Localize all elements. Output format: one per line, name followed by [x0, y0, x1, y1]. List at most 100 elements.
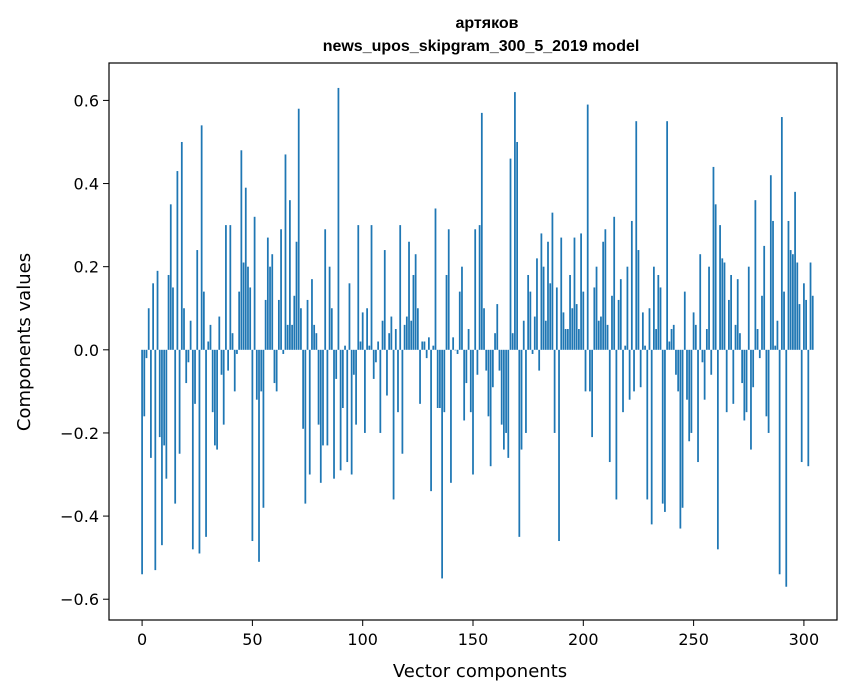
bar [445, 274, 448, 350]
bar [408, 241, 410, 350]
bar [716, 349, 719, 550]
bar [769, 175, 772, 350]
bar [441, 349, 443, 579]
bar [747, 266, 750, 350]
bar [516, 141, 518, 350]
bar [269, 266, 271, 350]
bar [745, 349, 748, 413]
bar [236, 349, 238, 354]
bar [668, 341, 671, 350]
bar [458, 291, 461, 350]
bar [436, 349, 439, 408]
bar [511, 333, 514, 350]
bar [313, 324, 316, 350]
bar [736, 279, 739, 350]
bar [721, 258, 724, 350]
bar [176, 171, 179, 350]
bar [527, 274, 530, 350]
bar [295, 241, 298, 350]
bar [416, 308, 419, 350]
bar [752, 349, 755, 388]
bar [560, 237, 563, 350]
bar [705, 329, 708, 350]
bar [710, 349, 713, 375]
bar [688, 349, 691, 442]
bar [514, 92, 516, 350]
bar [547, 241, 549, 350]
bar [147, 308, 150, 350]
bar [264, 299, 267, 350]
bar [187, 349, 190, 363]
bar [505, 349, 507, 433]
bar [571, 308, 574, 350]
bar [322, 349, 324, 446]
bar [399, 225, 402, 350]
bar [352, 349, 355, 375]
y-tick-label: −0.4 [60, 507, 99, 526]
bar [355, 349, 357, 425]
bar [461, 266, 463, 350]
bar [798, 304, 801, 350]
bar [641, 312, 644, 350]
bar [359, 341, 362, 350]
bar [586, 104, 589, 350]
bar [423, 341, 426, 350]
bar [205, 349, 207, 537]
bar [220, 349, 223, 375]
bar [542, 266, 545, 350]
bar [293, 295, 296, 350]
bar [244, 187, 247, 350]
bar [277, 299, 280, 350]
y-tick-label: 0.6 [74, 91, 99, 110]
bar [681, 349, 684, 508]
bar [520, 349, 523, 450]
bar [701, 349, 704, 363]
bar [553, 349, 556, 433]
bar [428, 337, 430, 350]
x-tick-label: 200 [568, 630, 599, 649]
bar [765, 349, 768, 417]
bar [388, 333, 391, 350]
bar [335, 349, 338, 379]
bar [730, 274, 732, 350]
bar [344, 345, 346, 350]
bar [394, 329, 397, 350]
bar [708, 266, 710, 350]
bar [214, 349, 216, 446]
bar [600, 316, 602, 350]
bar [383, 250, 386, 350]
bar [172, 287, 174, 350]
bar [271, 254, 274, 350]
bar [787, 220, 790, 350]
bar [677, 349, 680, 392]
bar [392, 349, 395, 500]
bar [454, 349, 457, 351]
bar [575, 304, 578, 350]
x-axis-ticks: 0 50 100 150 200 250 300 [137, 620, 819, 649]
bar [789, 250, 792, 350]
bar [447, 229, 450, 350]
bar [465, 349, 468, 384]
bar [644, 345, 646, 350]
bar [692, 312, 695, 350]
bar [375, 349, 377, 363]
bar [242, 262, 245, 350]
bar [549, 283, 552, 350]
bar [597, 320, 600, 350]
bar [639, 349, 642, 388]
bar [280, 229, 282, 350]
bar [578, 329, 580, 350]
bar [434, 208, 437, 350]
bar [628, 349, 631, 400]
bar [626, 266, 629, 350]
bar [743, 349, 746, 421]
bar [811, 295, 814, 350]
bar [633, 349, 635, 392]
bar [595, 266, 598, 350]
bar [443, 349, 446, 413]
bar [478, 225, 481, 350]
bar [467, 329, 470, 350]
bar [216, 349, 218, 450]
bar [262, 349, 265, 508]
